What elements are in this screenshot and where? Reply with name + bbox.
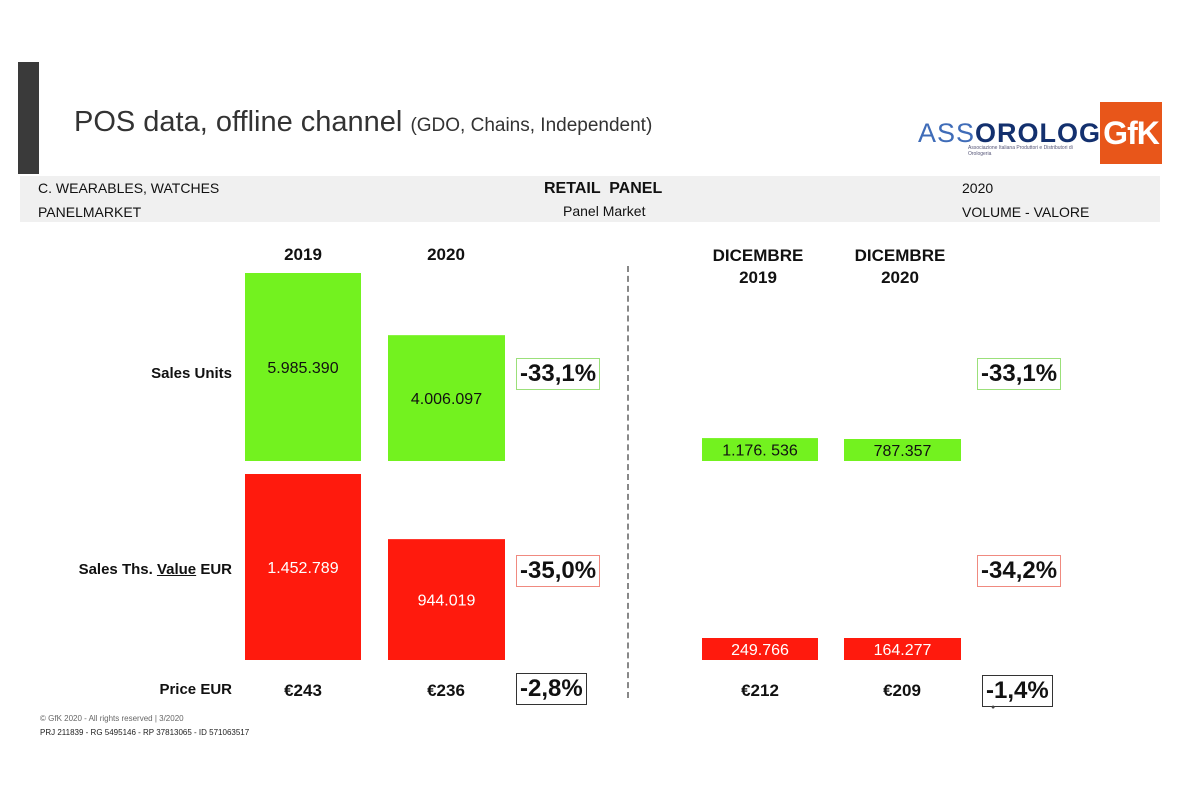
price-dicembre-2020: €209 <box>883 681 921 700</box>
value-bar-1 <box>388 539 505 660</box>
units-bar-label-3: 787.357 <box>874 443 932 460</box>
value-bar-2 <box>702 638 818 660</box>
value-bar-label-2: 249.766 <box>731 642 789 659</box>
units-bar-0 <box>245 273 361 461</box>
row-label-sales-units: Sales Units <box>151 365 232 382</box>
pct-units-december: -33,1% <box>977 358 1062 390</box>
section-divider <box>627 266 629 698</box>
pct-value-december: -34,2% <box>977 555 1062 587</box>
col-dicembre-2020: DICEMBRE 2020 <box>854 246 946 287</box>
row-label-price: Price EUR <box>159 681 232 698</box>
price-dicembre-2019: €212 <box>741 681 779 700</box>
price-2019: €243 <box>284 681 322 700</box>
info-band <box>20 176 1160 222</box>
units-bar-label-1: 4.006.097 <box>411 391 482 408</box>
pct-units-annual: -33,1% <box>516 358 601 390</box>
title-main: POS data, offline channel <box>74 106 403 138</box>
units-bar-3 <box>844 439 961 461</box>
band-year: 2020 <box>962 180 994 196</box>
band-category: C. WEARABLES, WATCHES <box>38 180 220 196</box>
assorologi-logo: ASSOROLOGI <box>918 118 1110 148</box>
row-label-sales-value: Sales Ths. Value EUR <box>78 561 232 578</box>
col-2020: 2020 <box>427 245 465 264</box>
value-bar-label-0: 1.452.789 <box>267 560 338 577</box>
value-bar-3 <box>844 638 961 660</box>
col-2019: 2019 <box>284 245 322 264</box>
page-title: POS data, offline channel (GDO, Chains, … <box>74 106 652 139</box>
pct-price-december: -1,4% <box>982 675 1053 707</box>
pct-value-annual: -35,0% <box>516 555 601 587</box>
band-retail-panel: RETAIL PANEL <box>544 180 663 197</box>
value-bar-label-3: 164.277 <box>874 642 932 659</box>
price-2020: €236 <box>427 681 465 700</box>
units-bar-1 <box>388 335 505 461</box>
accent-bar <box>18 62 39 174</box>
value-bar-label-1: 944.019 <box>418 593 476 610</box>
assorologi-tagline: Associazione Italiana Produttori e Distr… <box>968 145 1073 157</box>
footer-copyright: © GfK 2020 - All rights reserved | 3/202… <box>40 714 184 723</box>
units-bar-label-2: 1.176. 536 <box>722 443 798 460</box>
gfk-logo: GfK <box>1100 102 1162 164</box>
title-subtitle: (GDO, Chains, Independent) <box>410 115 653 136</box>
footer-ids: PRJ 211839 - RG 5495146 - RP 37813065 - … <box>40 728 250 737</box>
pct-price-annual: -2,8% <box>516 673 587 705</box>
units-bar-label-0: 5.985.390 <box>267 360 338 377</box>
band-volume-valore: VOLUME - VALORE <box>962 204 1090 220</box>
tiny-mark-icon: ● <box>991 704 996 711</box>
value-bar-0 <box>245 474 361 660</box>
band-panel-market: Panel Market <box>563 203 646 219</box>
band-panelmarket: PANELMARKET <box>38 204 142 220</box>
units-bar-2 <box>702 438 818 461</box>
col-dicembre-2019: DICEMBRE 2019 <box>712 246 804 287</box>
